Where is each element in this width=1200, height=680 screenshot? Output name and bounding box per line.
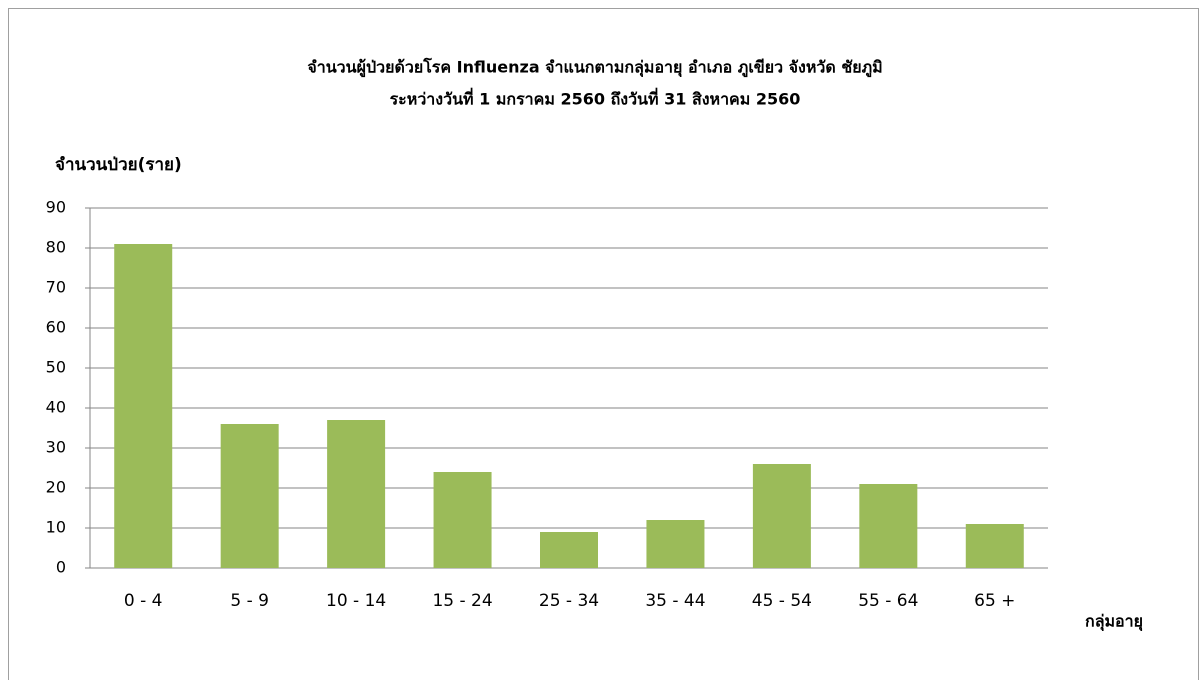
- x-axis-label: กลุ่มอายุ: [1085, 612, 1143, 632]
- bar: [965, 524, 1024, 568]
- x-tick-label: 5 - 9: [230, 591, 269, 611]
- y-tick-label: 30: [46, 438, 66, 457]
- x-tick-label: 65 +: [974, 591, 1015, 611]
- x-tick-label: 55 - 64: [858, 591, 918, 611]
- bar: [646, 520, 705, 568]
- y-tick-label: 0: [56, 558, 66, 577]
- x-tick-label: 15 - 24: [432, 591, 492, 611]
- x-tick-label: 25 - 34: [539, 591, 599, 611]
- x-tick-label: 35 - 44: [645, 591, 705, 611]
- chart-frame: [8, 8, 1199, 680]
- bar: [327, 420, 386, 568]
- chart-title: จำนวนผู้ป่วยด้วยโรค Influenza จำแนกตามกล…: [307, 57, 882, 79]
- bar: [114, 244, 173, 568]
- bar: [433, 472, 492, 568]
- y-tick-label: 70: [46, 278, 66, 297]
- y-tick-label: 40: [46, 398, 66, 417]
- y-tick-label: 20: [46, 478, 66, 497]
- y-axis-label: จำนวนป่วย(ราย): [55, 155, 182, 175]
- y-tick-label: 50: [46, 358, 66, 377]
- bar: [220, 424, 279, 568]
- x-tick-label: 10 - 14: [326, 591, 386, 611]
- bar: [540, 532, 598, 568]
- y-tick-label: 60: [46, 318, 66, 337]
- bar: [859, 484, 918, 568]
- y-tick-label: 90: [46, 198, 66, 217]
- x-tick-label: 0 - 4: [124, 591, 163, 611]
- y-tick-label: 80: [46, 238, 66, 257]
- bar: [752, 464, 811, 568]
- y-tick-label: 10: [46, 518, 66, 537]
- x-tick-label: 45 - 54: [752, 591, 812, 611]
- chart-subtitle: ระหว่างวันที่ 1 มกราคม 2560 ถึงวันที่ 31…: [390, 88, 801, 109]
